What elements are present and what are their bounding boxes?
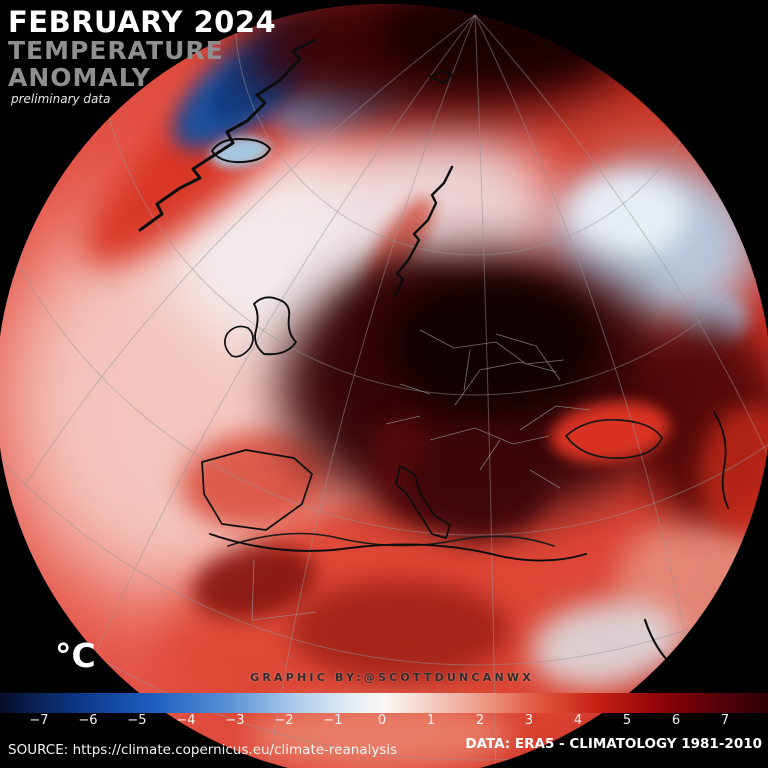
colorbar-tick-label: −4 — [176, 713, 196, 728]
data-credit: DATA: ERA5 - CLIMATOLOGY 1981-2010 — [465, 736, 762, 752]
colorbar-tick-label: −5 — [127, 713, 147, 728]
page-subtitle-line1: TEMPERATURE — [8, 36, 224, 65]
colorbar-tick-label: 4 — [573, 713, 583, 728]
source-credit: SOURCE: https://climate.copernicus.eu/cl… — [8, 742, 398, 758]
colorbar-tick-label: 7 — [720, 713, 730, 728]
colorbar-tick-label: 0 — [377, 713, 387, 728]
colorbar-tick-label: −7 — [29, 713, 49, 728]
graphic-author-watermark: GRAPHIC BY:@SCOTTDUNCANWX — [250, 671, 534, 684]
preliminary-data-note: preliminary data — [11, 92, 111, 106]
temperature-anomaly-globe — [0, 4, 768, 768]
colorbar-tick-label: −3 — [225, 713, 245, 728]
colorbar-tick-label: 3 — [524, 713, 534, 728]
temperature-colorbar — [0, 693, 768, 713]
colorbar-tick-label: 5 — [622, 713, 632, 728]
colorbar-tick-label: 6 — [671, 713, 681, 728]
colorbar-tick-label: −1 — [323, 713, 343, 728]
globe-limb-shading — [0, 4, 768, 768]
page-title: FEBRUARY 2024 — [8, 5, 277, 39]
page-subtitle-line2: ANOMALY — [8, 63, 151, 92]
colorbar-tick-labels: −7 −6 −5 −4 −3 −2 −1 0 1 2 3 4 5 6 7 — [0, 713, 768, 729]
colorbar-tick-label: 2 — [475, 713, 485, 728]
colorbar-tick-label: 1 — [426, 713, 436, 728]
colorbar-tick-label: −6 — [78, 713, 98, 728]
colorbar-tick-label: −2 — [274, 713, 294, 728]
colorbar-unit-label: °C — [55, 636, 96, 675]
